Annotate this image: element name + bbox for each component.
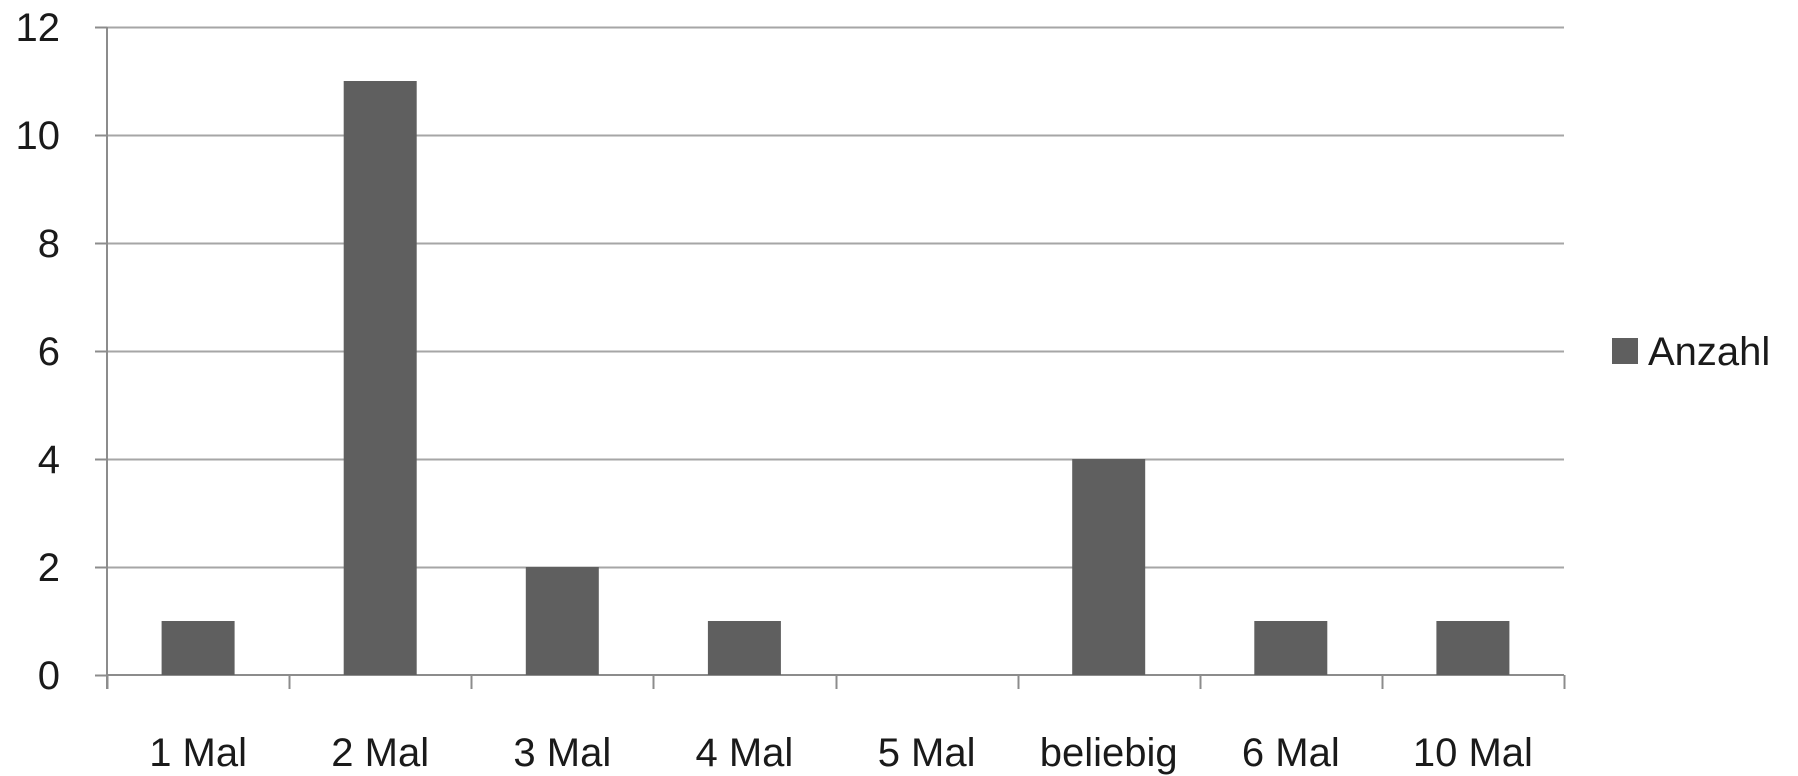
x-tick-label: 3 Mal <box>513 731 611 775</box>
y-axis-tick-labels: 0 2 4 6 8 10 12 <box>16 6 61 698</box>
x-tick-label: 5 Mal <box>878 731 976 775</box>
gridlines <box>107 26 1564 569</box>
x-tick-label: 10 Mal <box>1413 731 1533 775</box>
y-tick-label: 10 <box>16 114 61 158</box>
x-axis-tick-labels: 1 Mal 2 Mal 3 Mal 4 Mal 5 Mal beliebig 6 Mal 10… <box>149 731 1533 775</box>
bars <box>161 81 1510 675</box>
y-tick-label: 2 <box>38 546 60 590</box>
x-tick-label: 6 Mal <box>1242 731 1340 775</box>
y-tick-label: 8 <box>38 222 60 266</box>
bar-3-mal <box>525 567 599 675</box>
legend-swatch <box>1612 338 1638 364</box>
bar-beliebig <box>1072 459 1146 675</box>
x-tick-label: 2 Mal <box>331 731 429 775</box>
bar-1-mal <box>161 621 235 675</box>
y-tick-label: 0 <box>38 654 60 698</box>
bar-4-mal <box>707 621 781 675</box>
axes <box>95 26 1566 689</box>
y-tick-label: 4 <box>38 438 60 482</box>
legend: Anzahl <box>1612 330 1770 374</box>
x-tick-label: 1 Mal <box>149 731 247 775</box>
legend-label: Anzahl <box>1648 330 1770 374</box>
bar-6-mal <box>1254 621 1328 675</box>
x-tick-label: 4 Mal <box>695 731 793 775</box>
x-tick-label: beliebig <box>1040 731 1178 775</box>
bar-10-mal <box>1436 621 1510 675</box>
bar-2-mal <box>343 81 417 675</box>
y-tick-label: 12 <box>16 6 61 50</box>
y-tick-label: 6 <box>38 330 60 374</box>
